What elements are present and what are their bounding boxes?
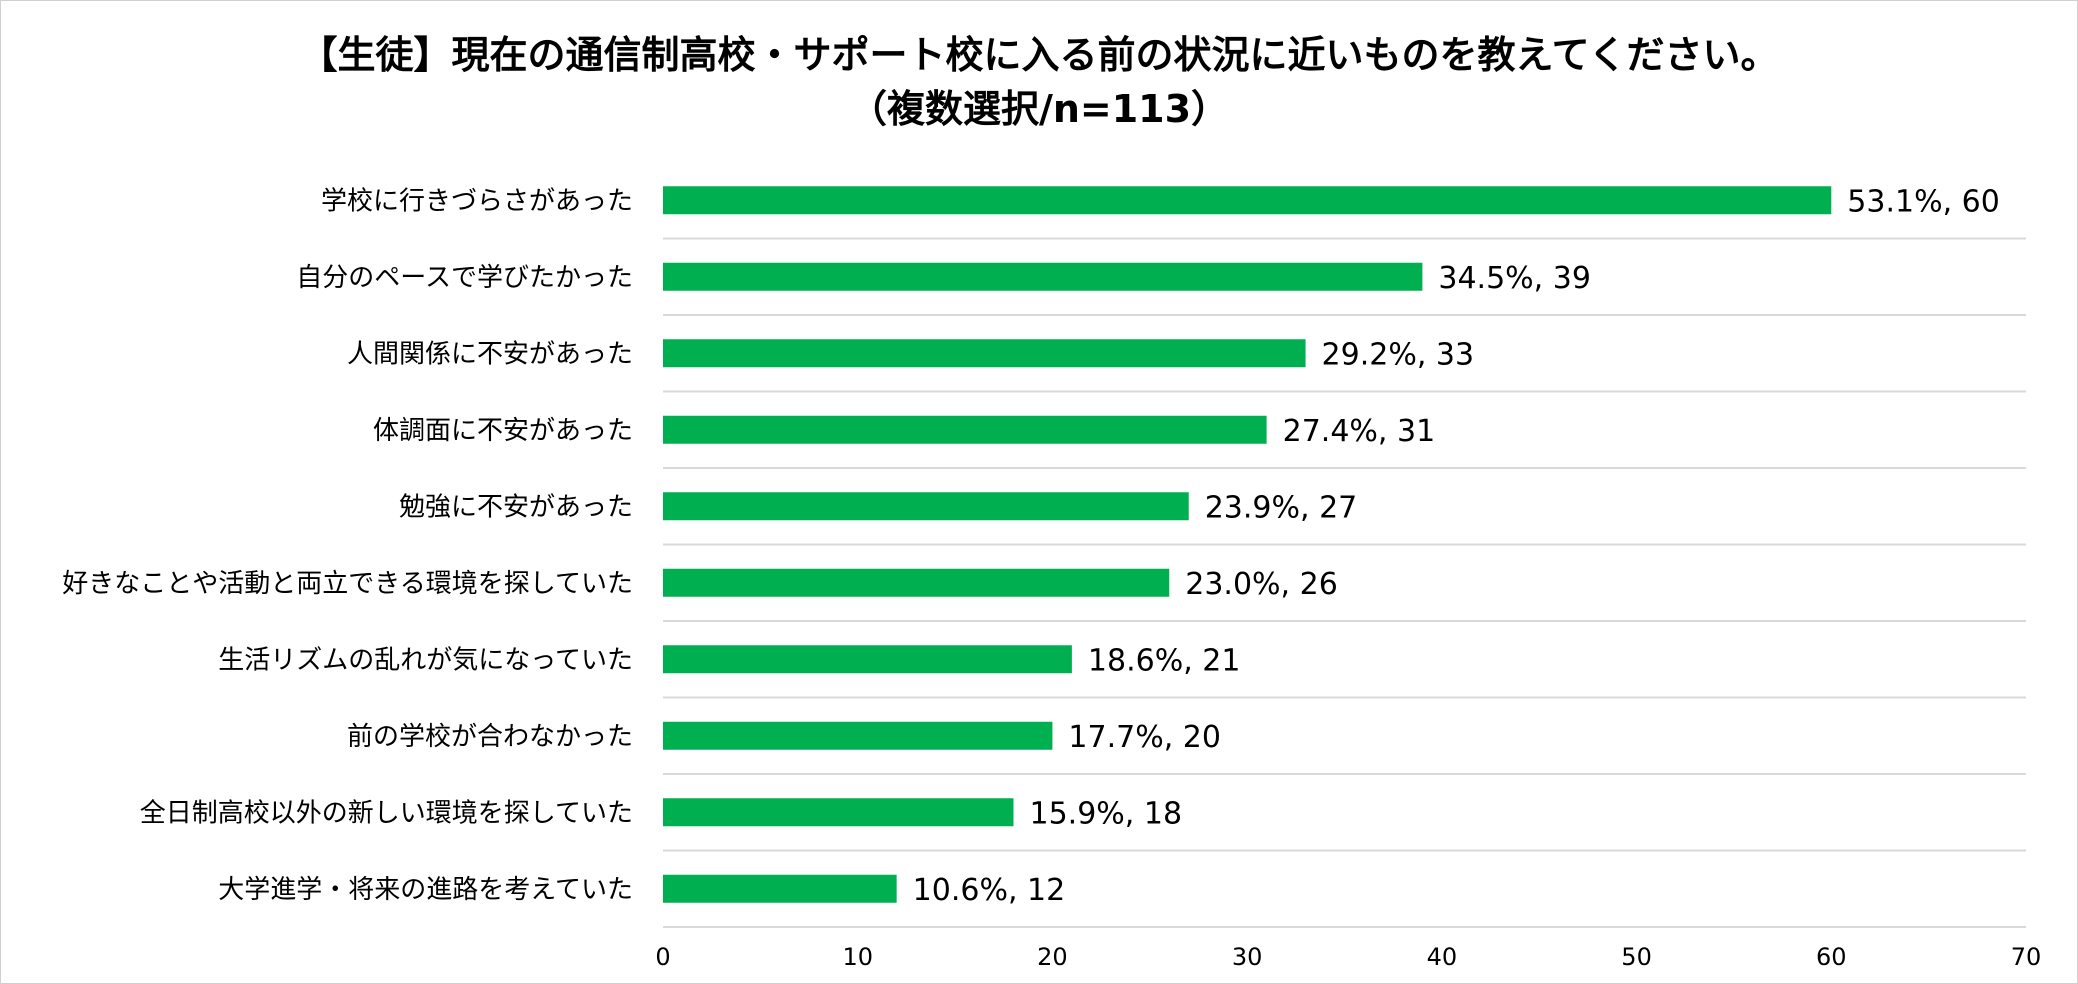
x-tick-label: 30 [1232,943,1263,971]
data-label: 17.7%, 20 [1068,720,1221,755]
data-label: 18.6%, 21 [1088,643,1241,678]
category-label: 体調面に不安があった [373,416,633,446]
bar [663,645,1072,674]
bar [663,568,1170,597]
x-tick-label: 0 [655,943,670,971]
data-label: 29.2%, 33 [1322,337,1475,372]
data-label: 15.9%, 18 [1029,796,1182,831]
bar [663,798,1014,827]
data-label: 23.0%, 26 [1185,567,1338,602]
bar [663,339,1306,368]
data-label: 27.4%, 31 [1283,414,1436,449]
data-label: 53.1%, 60 [1847,184,2000,219]
x-tick-label: 10 [842,943,873,971]
bar [663,492,1189,521]
bar [663,874,897,903]
category-label: 学校に行きづらさがあった [321,186,633,216]
data-label: 23.9%, 27 [1205,490,1358,525]
data-label: 34.5%, 39 [1438,261,1591,296]
category-labels: 学校に行きづらさがあった自分のペースで学びたかった人間関係に不安があった体調面に… [62,186,633,905]
bar [663,262,1423,291]
category-label: 大学進学・将来の進路を考えていた [218,875,633,905]
bar [663,721,1053,750]
x-tick-label: 60 [1816,943,1847,971]
x-tick-label: 70 [2011,943,2042,971]
x-tick-label: 20 [1037,943,1068,971]
data-labels: 53.1%, 60 34.5%, 39 29.2%, 33 27.4%, 31 23.9… [913,184,2000,908]
grid-lines [663,237,2026,928]
x-axis-ticks: 0 10 20 30 40 50 60 70 [655,943,2041,971]
category-label: 好きなことや活動と両立できる環境を探していた [62,569,633,599]
data-label: 10.6%, 12 [913,873,1066,908]
bars [663,186,1832,903]
category-label: 全日制高校以外の新しい環境を探していた [140,798,633,828]
chart-title-line-2: （複数選択/n=113） [848,87,1230,131]
chart-title: 【生徒】現在の通信制高校・サポート校に入る前の状況に近いものを教えてください。 … [0,28,2078,136]
category-label: 勉強に不安があった [399,492,633,522]
bar [663,415,1267,444]
category-label: 生活リズムの乱れが気になっていた [218,645,633,675]
chart-title-line-1: 【生徒】現在の通信制高校・サポート校に入る前の状況に近いものを教えてください。 [299,33,1779,77]
category-label: 前の学校が合わなかった [347,722,633,752]
x-tick-label: 40 [1427,943,1458,971]
category-label: 自分のペースで学びたかった [296,263,633,293]
x-tick-label: 50 [1621,943,1652,971]
category-label: 人間関係に不安があった [347,339,633,369]
bar [663,186,1832,215]
